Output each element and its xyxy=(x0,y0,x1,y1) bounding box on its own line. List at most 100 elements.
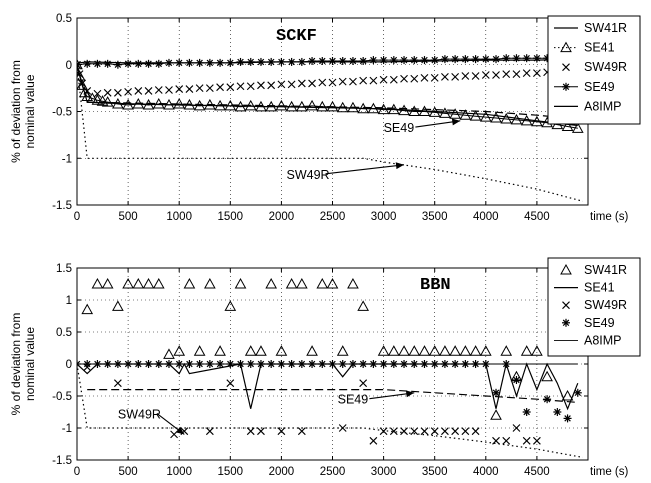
series-sw49r-point xyxy=(492,436,500,445)
series-sw49r-point xyxy=(359,379,368,388)
annotation-label: SE49 xyxy=(338,393,369,407)
series-sw49r-point xyxy=(205,427,214,436)
series-sw41r-point xyxy=(428,345,441,356)
marker-stroke xyxy=(512,424,521,432)
chart-bbn: 0 500 1000 1500 2000 2500 3000 3500 4000 4500 time… xyxy=(9,257,641,478)
series-sw41r-point xyxy=(295,277,308,289)
marker-stroke xyxy=(430,427,439,436)
series-se49-point xyxy=(185,58,194,67)
legend-marker xyxy=(562,318,570,327)
series-se49-point xyxy=(83,59,92,68)
series-sw41r-point xyxy=(326,277,339,289)
marker-stroke xyxy=(297,79,306,88)
series-sw41r-point xyxy=(316,277,329,289)
marker-stroke xyxy=(205,427,214,436)
series-sw49r-point xyxy=(195,84,204,93)
series-se41-point xyxy=(571,122,584,133)
series-sw49r-point xyxy=(400,427,408,436)
series-se49-point xyxy=(267,57,276,66)
marker-stroke xyxy=(379,75,388,84)
marker-stroke xyxy=(165,59,173,67)
series-se41-point xyxy=(561,120,574,131)
series-se49-point xyxy=(226,58,235,67)
series-sw41r-point xyxy=(408,345,421,356)
marker-stroke xyxy=(124,87,132,96)
series-se49-point xyxy=(492,55,501,64)
legend-item-sw49r: SW49R xyxy=(562,60,627,74)
series-se49-point xyxy=(236,57,245,66)
series-a8imp-line xyxy=(77,64,578,127)
series-sw41r-point xyxy=(357,300,370,311)
series-sw49r-point xyxy=(318,78,327,87)
series-se49-point xyxy=(134,59,143,68)
series-se49-point xyxy=(502,54,511,63)
series-sw49r-point xyxy=(226,83,235,92)
marker-stroke xyxy=(574,389,582,397)
marker-stroke xyxy=(451,55,459,63)
marker-stroke xyxy=(257,81,265,90)
series-sw41r-point xyxy=(561,389,574,401)
series-sw49r-point xyxy=(297,79,306,88)
series-sw41r-point xyxy=(377,345,390,356)
legend-label: A8IMP xyxy=(584,99,622,113)
marker-stroke xyxy=(237,58,244,66)
series-sw49r-point xyxy=(267,81,276,90)
marker-stroke xyxy=(185,85,194,93)
series-se49-point xyxy=(410,56,419,65)
series-sw41r-point xyxy=(306,345,318,356)
marker-stroke xyxy=(370,56,377,64)
series-sw49r-point xyxy=(113,88,122,97)
series-se49-point xyxy=(461,55,470,64)
marker-stroke xyxy=(471,427,480,436)
chart-title: BBN xyxy=(420,276,451,295)
series-sw49r xyxy=(83,363,541,445)
legend-item-se49: SE49 xyxy=(562,316,615,330)
marker-stroke xyxy=(522,69,531,78)
marker-stroke xyxy=(165,86,173,94)
x-tick-label: 4500 xyxy=(524,466,550,478)
marker-stroke xyxy=(308,79,316,88)
x-tick-label: 1000 xyxy=(166,211,192,223)
series-sw49r-point xyxy=(471,427,480,436)
annotation-label: SW49R xyxy=(118,407,161,421)
marker-stroke xyxy=(562,63,570,72)
marker-stroke xyxy=(206,59,214,67)
marker-stroke xyxy=(430,73,439,82)
series-sw41r-point xyxy=(490,409,502,420)
series-sw41r-point xyxy=(275,345,288,356)
series-se41-point xyxy=(77,69,86,81)
marker-stroke xyxy=(359,76,368,85)
legend-marker xyxy=(560,41,572,53)
x-tick-label: 2000 xyxy=(269,466,295,478)
series-sw49r-point xyxy=(205,84,214,93)
annotation-arrowhead xyxy=(395,162,405,170)
marker-stroke xyxy=(380,56,387,64)
series-sw41r-point xyxy=(244,345,257,356)
series-sw49r-point xyxy=(502,70,511,78)
series-se41-point xyxy=(500,112,513,124)
series-sw41r-point xyxy=(132,277,145,289)
marker-stroke xyxy=(104,60,111,68)
marker-stroke xyxy=(318,78,327,87)
x-tick-label: 3000 xyxy=(371,466,397,478)
series-sw49r-point xyxy=(154,86,163,94)
series-sw49r-point xyxy=(328,78,337,87)
series-sw41r-point xyxy=(152,277,165,289)
annotation-arrowhead xyxy=(175,426,185,435)
legend-label: SW41R xyxy=(584,21,627,35)
chart-title: SCKF xyxy=(276,27,317,46)
series-se49-point xyxy=(522,408,531,416)
series-se49-point xyxy=(216,58,225,67)
annotation-label: SE49 xyxy=(384,121,415,135)
marker-stroke xyxy=(564,415,571,422)
marker-stroke xyxy=(135,60,142,68)
marker-stroke xyxy=(186,59,193,67)
marker-stroke xyxy=(227,59,234,67)
series-se49-point xyxy=(420,56,429,65)
series-sw49r-point xyxy=(113,379,122,388)
series-sw49r-point xyxy=(297,427,306,436)
series-sw49r-point xyxy=(441,427,449,436)
series-sw49r-point xyxy=(257,81,265,90)
y-tick-label: 0 xyxy=(66,359,72,371)
series-sw41r-point xyxy=(418,345,431,356)
